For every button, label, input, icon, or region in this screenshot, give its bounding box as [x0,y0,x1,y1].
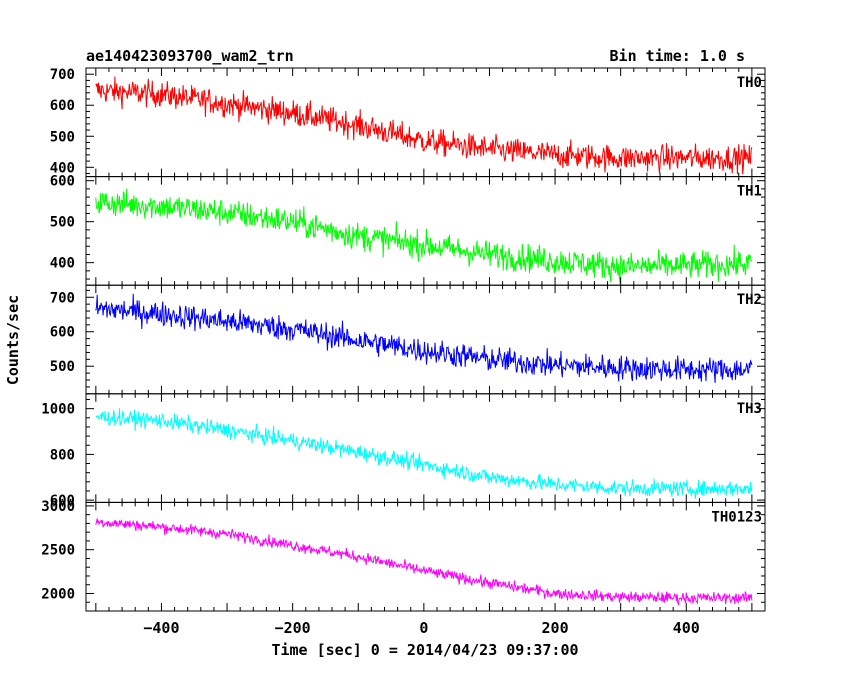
panel-label-th3: TH3 [737,401,762,417]
y-tick-label-th3: 1000 [41,402,75,418]
bin-time-label: Bin time: 1.0 s [610,47,745,65]
y-tick-label-th0: 600 [50,98,75,114]
x-axis-label: Time [sec] 0 = 2014/04/23 09:37:00 [271,641,578,659]
panel-frame-th2 [85,284,766,395]
x-tick-label: −400 [143,619,179,637]
x-tick-label: −200 [275,619,311,637]
y-tick-label-th3: 800 [50,447,75,463]
chart-title: ae140423093700_wam2_trn [86,47,294,65]
x-tick-label: 400 [673,619,700,637]
y-tick-label-th0123: 2000 [41,586,75,602]
panel-label-th2: TH2 [737,292,762,308]
y-tick-label-th3: 600 [50,493,75,509]
y-tick-label-th1: 600 [50,174,75,190]
series-th1 [95,188,753,284]
panel-label-th1: TH1 [737,184,762,200]
y-tick-label-th0123: 2500 [41,543,75,559]
series-th0123 [95,518,753,606]
series-th2 [95,293,753,383]
panel-label-th0: TH0 [737,75,762,91]
y-tick-label-th0: 400 [50,160,75,176]
series-th0 [95,76,753,175]
y-tick-label-th1: 500 [50,215,75,231]
panel-label-th0123: TH0123 [711,509,762,525]
y-tick-label-th0: 700 [50,67,75,83]
y-tick-label-th0123: 3000 [41,499,75,515]
y-tick-label-th2: 500 [50,359,75,375]
x-tick-label: 0 [419,619,428,637]
series-th3 [95,408,753,499]
y-tick-label-th1: 400 [50,256,75,272]
y-tick-label-th2: 700 [50,290,75,306]
panel-frame-th1 [85,176,766,286]
y-tick-label-th0: 500 [50,129,75,145]
panels-group: 400 500 600 700 TH0 400 500 600 TH1 500 600 700 TH2 6… [41,67,766,637]
x-tick-label: 200 [542,619,569,637]
y-tick-label-th2: 600 [50,325,75,341]
panel-frame-th0 [85,67,766,178]
panel-frame-th0123 [85,501,766,612]
y-axis-label: Counts/sec [4,295,22,385]
